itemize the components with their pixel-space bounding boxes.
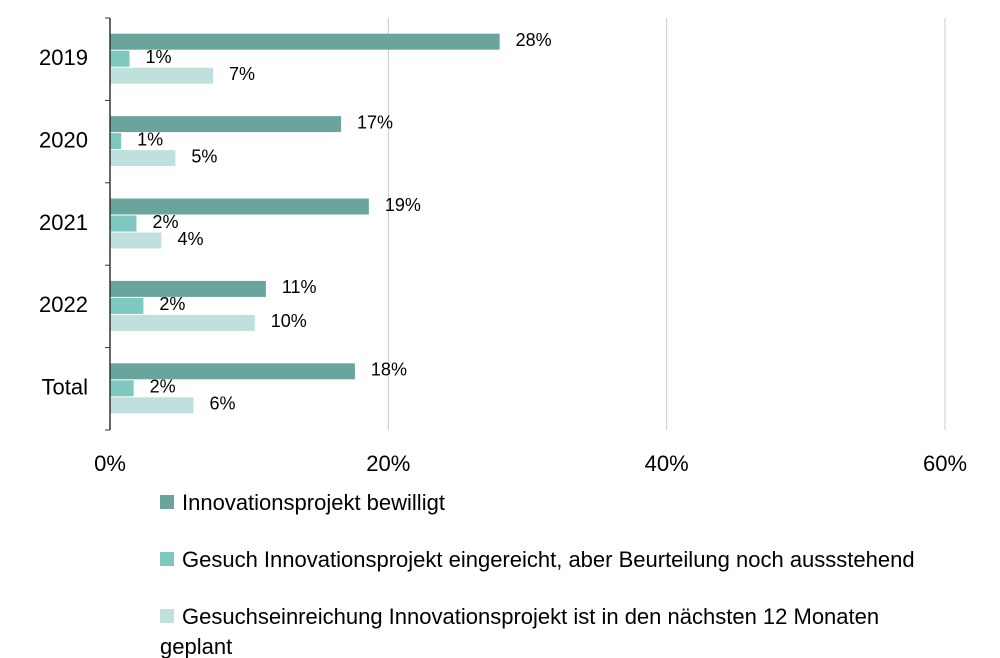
value-label: 19% <box>385 195 421 215</box>
x-tick-label: 40% <box>645 451 689 476</box>
y-tick-label: 2020 <box>39 127 88 152</box>
legend-swatch <box>160 495 174 509</box>
value-label: 6% <box>210 394 236 414</box>
bar <box>110 314 255 331</box>
value-label: 2% <box>152 212 178 232</box>
bar <box>110 280 266 297</box>
value-label: 7% <box>229 64 255 84</box>
x-tick-label: 0% <box>94 451 126 476</box>
legend-label: Gesuch Innovationsprojekt eingereicht, a… <box>182 547 915 572</box>
legend-swatch <box>160 609 174 623</box>
value-label: 2% <box>150 377 176 397</box>
legend-label: Gesuchseinreichung Innovationsprojekt is… <box>160 604 880 658</box>
y-tick-label: Total <box>42 375 88 400</box>
bar <box>110 67 213 84</box>
bar <box>110 150 176 167</box>
bar <box>110 50 130 67</box>
value-label: 2% <box>159 294 185 314</box>
bar <box>110 198 369 215</box>
bar <box>110 363 355 380</box>
bar <box>110 116 342 133</box>
y-tick-label: 2022 <box>39 292 88 317</box>
legend-item: Gesuch Innovationsprojekt eingereicht, a… <box>160 545 920 575</box>
value-label: 1% <box>145 47 171 67</box>
bar <box>110 215 137 232</box>
bar <box>110 397 194 414</box>
bar <box>110 33 500 50</box>
chart: 0% 20% 40% 60% 2019 28% 1% 7% 2020 17% 1% 5% 2021 19%… <box>39 17 967 476</box>
y-tick-label: 2021 <box>39 210 88 235</box>
value-label: 17% <box>357 112 393 132</box>
x-tick-label: 20% <box>366 451 410 476</box>
value-label: 28% <box>516 30 552 50</box>
value-label: 10% <box>271 311 307 331</box>
legend-label: Innovationsprojekt bewilligt <box>182 490 445 515</box>
value-label: 18% <box>371 360 407 380</box>
legend-swatch <box>160 552 174 566</box>
value-label: 11% <box>282 277 317 297</box>
bar <box>110 232 162 249</box>
value-label: 1% <box>137 129 163 149</box>
bar <box>110 297 144 314</box>
bar <box>110 133 122 150</box>
value-label: 4% <box>177 229 203 249</box>
x-tick-label: 60% <box>923 451 967 476</box>
legend-item: Innovationsprojekt bewilligt <box>160 488 920 518</box>
bar <box>110 380 134 397</box>
value-label: 5% <box>191 146 217 166</box>
y-tick-label: 2019 <box>39 45 88 70</box>
legend-item: Gesuchseinreichung Innovationsprojekt is… <box>160 602 920 658</box>
